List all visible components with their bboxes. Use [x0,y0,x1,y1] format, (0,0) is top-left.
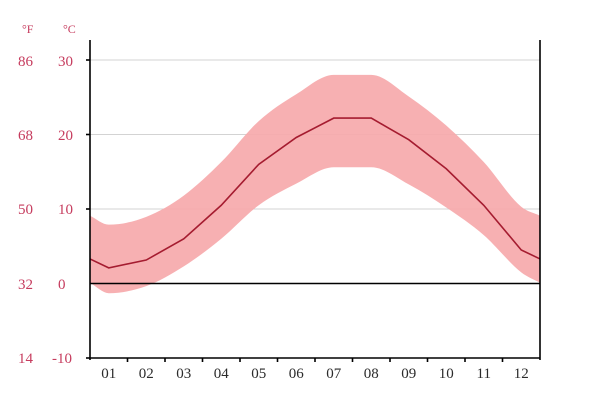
svg-text:°F: °F [22,22,34,36]
svg-text:09: 09 [401,366,416,382]
svg-text:68: 68 [18,128,33,144]
svg-text:86: 86 [18,54,34,70]
svg-text:10: 10 [439,366,454,382]
svg-text:10: 10 [58,202,73,218]
svg-text:02: 02 [139,366,154,382]
svg-text:20: 20 [58,128,73,144]
svg-text:-10: -10 [52,351,72,367]
svg-text:05: 05 [251,366,266,382]
svg-text:12: 12 [514,366,529,382]
svg-text:07: 07 [326,366,342,382]
svg-text:0: 0 [58,277,66,293]
svg-text:11: 11 [477,366,491,382]
svg-text:03: 03 [176,366,191,382]
svg-text:08: 08 [364,366,379,382]
svg-text:04: 04 [214,366,230,382]
svg-text:°C: °C [63,22,76,36]
svg-text:32: 32 [18,277,33,293]
svg-text:50: 50 [18,202,33,218]
svg-text:14: 14 [18,351,34,367]
svg-text:06: 06 [289,366,305,382]
svg-text:30: 30 [58,54,73,70]
svg-text:01: 01 [101,366,116,382]
